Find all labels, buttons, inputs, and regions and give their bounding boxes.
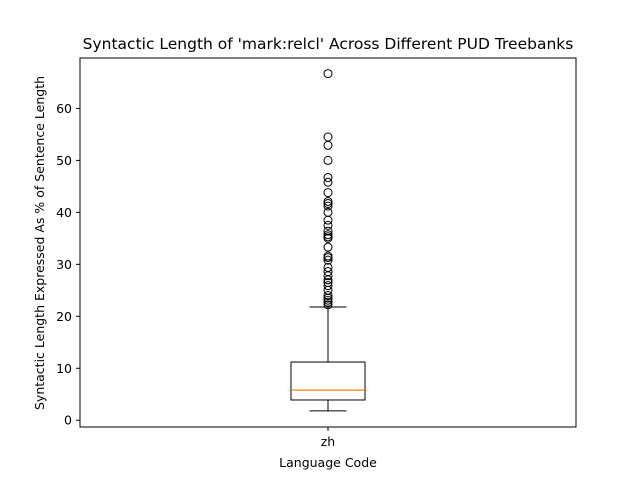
outlier-point bbox=[323, 177, 333, 187]
outlier-point bbox=[323, 281, 333, 291]
outlier-point bbox=[323, 285, 333, 295]
x-tick-label: zh bbox=[321, 434, 335, 449]
outlier-point bbox=[323, 295, 333, 305]
outlier-point bbox=[323, 278, 333, 288]
plot-area: 0 10 20 30 40 50 60 zh bbox=[56, 57, 577, 449]
y-tick-label: 20 bbox=[56, 309, 72, 324]
y-tick-label: 0 bbox=[64, 413, 72, 428]
outlier-point bbox=[323, 132, 333, 142]
outlier-point bbox=[323, 173, 333, 183]
outlier-point bbox=[323, 69, 333, 79]
outlier-point bbox=[323, 199, 333, 209]
y-tick-label: 30 bbox=[56, 257, 72, 272]
outlier-point bbox=[323, 232, 333, 242]
y-tick-label: 40 bbox=[56, 205, 72, 220]
outlier-point bbox=[323, 251, 333, 261]
outlier-point bbox=[323, 226, 333, 236]
x-axis-label: Language Code bbox=[279, 455, 377, 470]
outlier-point bbox=[323, 300, 333, 310]
chart-title: Syntactic Length of 'mark:relcl' Across … bbox=[83, 35, 574, 53]
outlier-point bbox=[323, 140, 333, 150]
outlier-point bbox=[323, 201, 333, 211]
outlier-point bbox=[323, 155, 333, 165]
y-tick-label: 50 bbox=[56, 153, 72, 168]
outlier-point bbox=[323, 291, 333, 301]
y-tick-label: 60 bbox=[56, 101, 72, 116]
outlier-point bbox=[323, 242, 333, 252]
outlier-point bbox=[323, 215, 333, 225]
outlier-point bbox=[323, 188, 333, 198]
outlier-point bbox=[323, 267, 333, 277]
iqr-box bbox=[290, 361, 366, 401]
y-axis-label: Syntactic Length Expressed As % of Sente… bbox=[32, 76, 47, 410]
outlier-point bbox=[323, 297, 333, 307]
outlier-point bbox=[323, 196, 333, 206]
outlier-point bbox=[323, 262, 333, 272]
outlier-point bbox=[323, 255, 333, 265]
outlier-point bbox=[323, 207, 333, 217]
y-tick-label: 10 bbox=[56, 361, 72, 376]
outlier-point bbox=[323, 230, 333, 240]
outlier-point bbox=[323, 220, 333, 230]
